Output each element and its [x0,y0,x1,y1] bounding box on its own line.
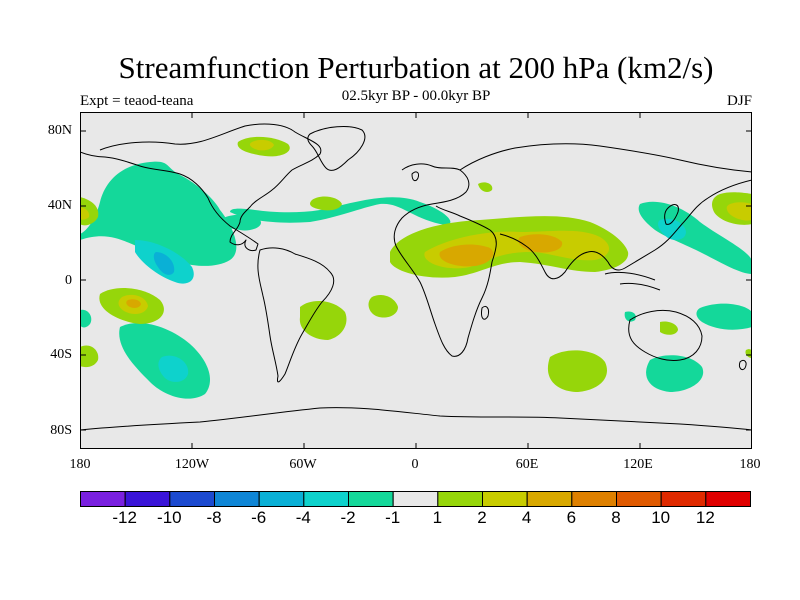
colorbar-swatch-7 [393,492,438,507]
x-tick-label-60w: 60W [273,457,333,473]
colorbar-swatch-8 [438,492,483,507]
period-label: 02.5kyr BP - 00.0kyr BP [0,88,800,105]
season-label: DJF [727,93,752,110]
colorbar [80,491,751,507]
colorbar-swatch-6 [349,492,394,507]
colorbar-label-1: -10 [149,508,189,528]
colorbar-swatch-3 [215,492,260,507]
colorbar-label-9: 4 [507,508,547,528]
x-tick-label-60e: 60E [497,457,557,473]
x-tick-label-0: 0 [385,457,445,473]
colorbar-swatch-4 [259,492,304,507]
colorbar-swatch-13 [661,492,706,507]
colorbar-swatch-5 [304,492,349,507]
y-tick-label-80s: 80S [40,423,72,439]
colorbar-label-0: -12 [105,508,145,528]
colorbar-swatch-9 [483,492,528,507]
colorbar-label-6: -1 [373,508,413,528]
x-tick-label-180w: 180 [50,457,110,473]
colorbar-swatch-11 [572,492,617,507]
colorbar-label-11: 8 [596,508,636,528]
colorbar-swatch-14 [706,492,751,507]
y-tick-label-40s: 40S [40,347,72,363]
x-tick-label-120e: 120E [608,457,668,473]
colorbar-label-8: 2 [462,508,502,528]
map-panel [80,112,752,449]
colorbar-label-2: -8 [194,508,234,528]
colorbar-swatch-10 [527,492,572,507]
plot-title: Streamfunction Perturbation at 200 hPa (… [0,50,800,86]
y-tick-label-40n: 40N [40,198,72,214]
x-tick-label-120w: 120W [162,457,222,473]
y-tick-label-80n: 80N [40,123,72,139]
y-tick-label-eq: 0 [40,273,72,289]
x-tick-label-180e: 180 [720,457,780,473]
colorbar-swatch-1 [125,492,170,507]
colorbar-swatch-2 [170,492,215,507]
colorbar-label-3: -6 [239,508,279,528]
colorbar-swatch-12 [617,492,662,507]
colorbar-label-5: -2 [328,508,368,528]
colorbar-label-10: 6 [551,508,591,528]
colorbar-label-12: 10 [641,508,681,528]
colorbar-label-13: 12 [685,508,725,528]
colorbar-label-4: -4 [283,508,323,528]
colorbar-label-7: 1 [417,508,457,528]
colorbar-swatch-0 [81,492,126,507]
